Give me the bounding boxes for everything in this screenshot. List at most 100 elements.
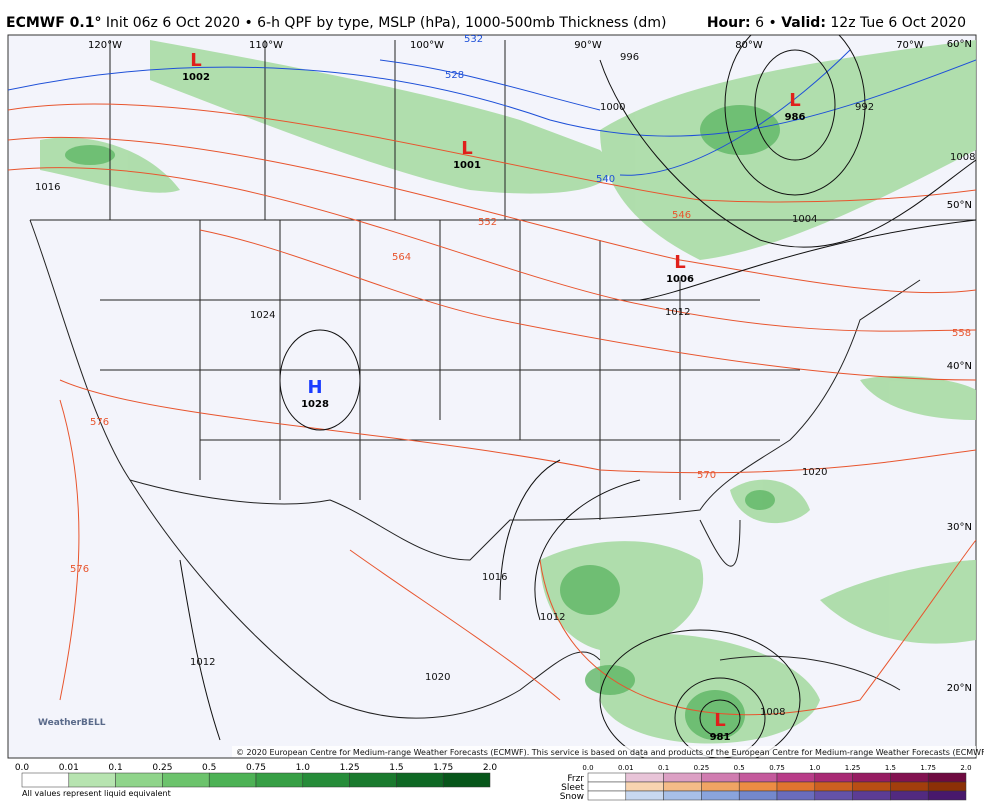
thickness-labels: 528 532 540 546 552 558 564 570 576 576 xyxy=(70,34,971,575)
center-pressure: 1002 xyxy=(182,72,210,83)
longitude-label: 80°W xyxy=(735,40,763,51)
copyright-bg xyxy=(232,746,976,757)
contour-label: 992 xyxy=(855,102,874,113)
legend-label: 2.0 xyxy=(960,764,971,772)
center-symbol: L xyxy=(190,50,201,71)
longitude-label: 70°W xyxy=(896,40,924,51)
contour-label: 1008 xyxy=(950,152,975,163)
legend-swatch xyxy=(587,790,627,801)
contour-label: 532 xyxy=(464,34,483,45)
legend-swatch xyxy=(663,781,702,792)
contour-label: 1008 xyxy=(760,707,785,718)
legend-swatch xyxy=(814,790,853,801)
legend-label: 1.0 xyxy=(296,763,311,773)
contour-label: 1024 xyxy=(250,310,275,321)
latitude-label: 50°N xyxy=(947,200,972,211)
center-pressure: 1028 xyxy=(301,399,329,410)
center-symbol: L xyxy=(789,90,800,111)
title-text: Init 06z 6 Oct 2020 • 6-h QPF by type, M… xyxy=(106,15,667,31)
latitudes: 60°N 50°N 40°N 30°N 20°N xyxy=(947,39,972,694)
center-symbol: L xyxy=(714,710,725,731)
map xyxy=(7,34,977,759)
contour-label: 576 xyxy=(70,564,89,575)
legend-swatch xyxy=(302,772,350,788)
legend-label: 0.75 xyxy=(769,764,785,772)
legend-swatch xyxy=(890,781,929,792)
legend-label: 0.5 xyxy=(734,764,745,772)
legend-label: 0.5 xyxy=(202,763,216,773)
rain-legend: 0.0 0.01 0.1 0.25 0.5 0.75 1.0 1.25 1.5 1.75 2.0 xyxy=(15,763,498,788)
hour-label: Hour: xyxy=(707,15,751,31)
legend-swatch xyxy=(852,781,891,792)
longitude-label: 100°W xyxy=(410,40,444,51)
legend-swatch xyxy=(890,790,929,801)
legend-swatch xyxy=(442,772,491,788)
legend-swatch xyxy=(255,772,304,788)
contour-label: 564 xyxy=(392,252,411,263)
legend-label: 0.1 xyxy=(658,764,669,772)
contour-label: 1000 xyxy=(600,102,625,113)
legend-swatch xyxy=(814,781,853,792)
longitude-label: 110°W xyxy=(249,40,283,51)
legend-label: 1.25 xyxy=(845,764,861,772)
legend-swatch xyxy=(663,772,702,783)
mixed-legend: 0.0 0.01 0.1 0.25 0.5 0.75 1.0 1.25 1.5 1.75 2.0 Fr… xyxy=(560,764,972,802)
legend-swatch xyxy=(349,772,397,788)
legend-row-label: Snow xyxy=(560,792,584,802)
legend-swatch xyxy=(68,772,116,788)
legend-swatch xyxy=(587,772,627,783)
legend-label: 1.25 xyxy=(340,763,360,773)
contour-label: 1004 xyxy=(792,214,817,225)
legend-label: 2.0 xyxy=(483,763,498,773)
legend-row-label: Sleet xyxy=(561,783,584,793)
contour-label: 558 xyxy=(952,328,971,339)
title: ECMWF 0.1° Init 06z 6 Oct 2020 • 6-h QPF… xyxy=(6,15,666,31)
legend-swatch xyxy=(115,772,163,788)
legend-swatch xyxy=(738,790,778,801)
longitude-label: 120°W xyxy=(88,40,122,51)
hour-value: 6 • xyxy=(755,15,777,31)
legend-label: 1.75 xyxy=(920,764,936,772)
valid-info: Hour: 6 • Valid: 12z Tue 6 Oct 2020 xyxy=(707,15,966,31)
legend-label: 0.25 xyxy=(152,763,172,773)
legend-swatch xyxy=(663,790,702,801)
contour-label: 1020 xyxy=(802,467,827,478)
contour-label: 1012 xyxy=(190,657,215,668)
latitude-label: 60°N xyxy=(947,39,972,50)
legend-label: 1.75 xyxy=(433,763,453,773)
contour-label: 1020 xyxy=(425,672,450,683)
precip-heavy xyxy=(65,105,780,740)
latitude-label: 30°N xyxy=(947,522,972,533)
legend-swatch xyxy=(738,781,778,792)
legend-swatch xyxy=(776,781,816,792)
contour-label: 1012 xyxy=(540,612,565,623)
legend-swatch xyxy=(927,772,967,783)
borders xyxy=(29,40,976,719)
legend-row-label: Frzr xyxy=(567,774,584,784)
model: ECMWF 0.1° xyxy=(6,15,101,31)
contour-label: 528 xyxy=(445,70,464,81)
contour-label: 570 xyxy=(697,470,716,481)
legend-swatch xyxy=(625,772,664,783)
legend-swatch xyxy=(814,772,853,783)
center-pressure: 986 xyxy=(785,112,806,123)
legend-label: 0.0 xyxy=(15,763,30,773)
contour-label: 1012 xyxy=(665,307,690,318)
center-symbol: L xyxy=(461,138,472,159)
isobars xyxy=(179,35,976,758)
legend-swatch xyxy=(738,772,778,783)
contour-label: 996 xyxy=(620,52,639,63)
legend-swatch xyxy=(396,772,444,788)
valid-label: Valid: xyxy=(781,15,826,31)
center-pressure: 1001 xyxy=(453,160,481,171)
legend-swatch xyxy=(927,790,967,801)
contour-label: 552 xyxy=(478,217,497,228)
legend-label: 1.0 xyxy=(809,764,820,772)
legend-swatch xyxy=(927,781,967,792)
longitudes: 120°W 110°W 100°W 90°W 80°W 70°W xyxy=(88,40,924,51)
legend-label: 0.01 xyxy=(618,764,634,772)
legend-label: 0.1 xyxy=(108,763,122,773)
center-symbol: H xyxy=(307,377,322,398)
